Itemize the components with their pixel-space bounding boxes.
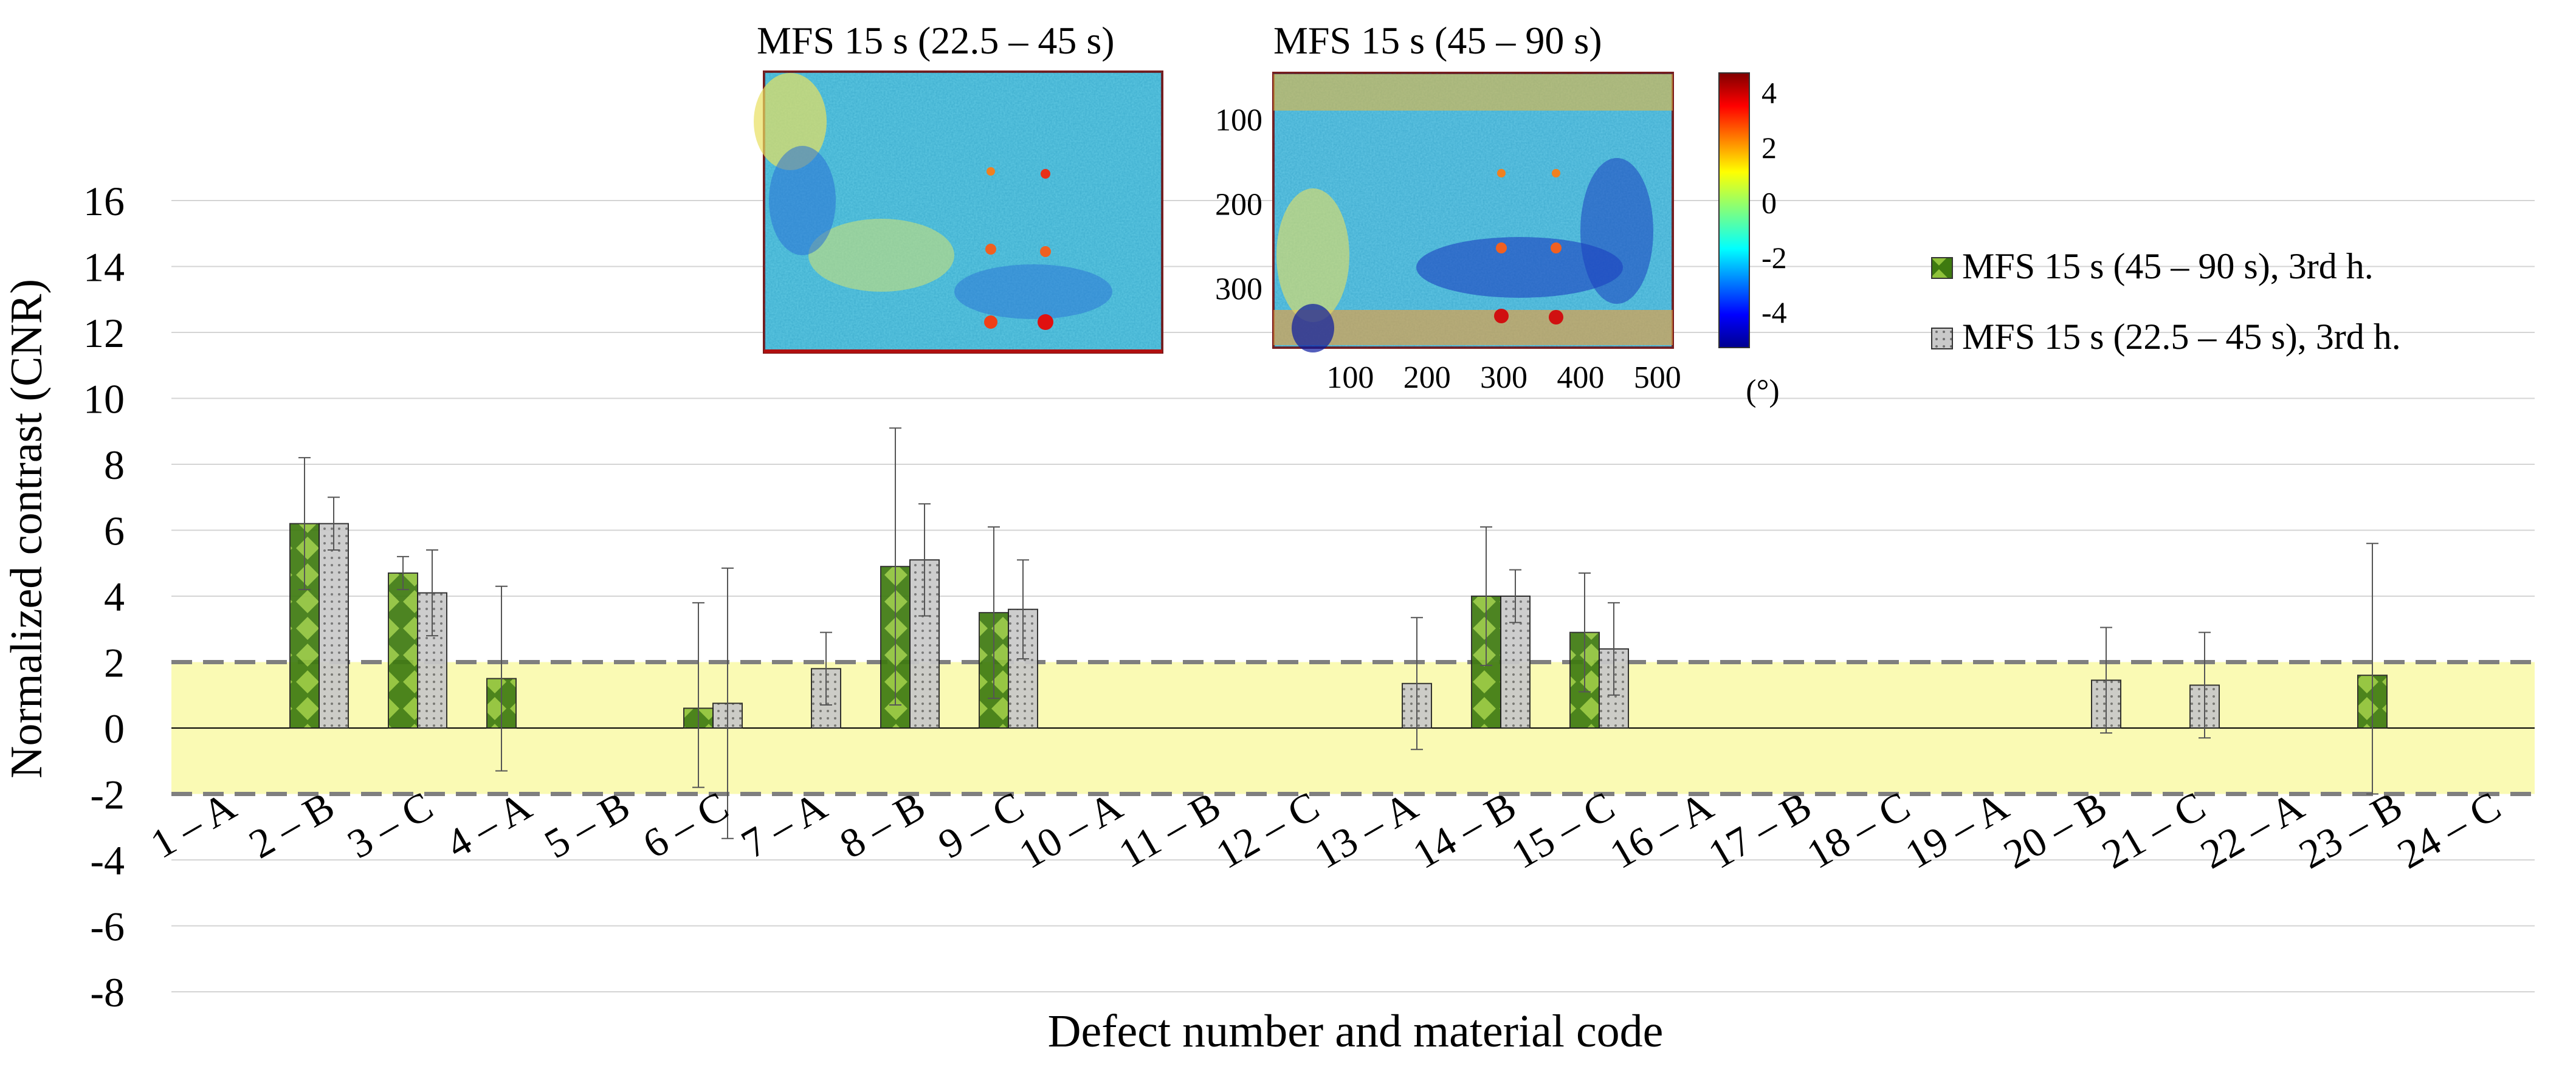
inset-y-tick-label: 100: [1215, 103, 1262, 137]
inset-y-tick-label: 200: [1215, 188, 1262, 222]
y-tick-label: 10: [83, 376, 125, 422]
inset-x-tick-label: 100: [1326, 360, 1374, 395]
colorbar-tick-label: 4: [1762, 76, 1777, 110]
defect-spot: [1496, 242, 1507, 253]
bar-series-1-3–C: [388, 572, 418, 729]
x-tick-label: 20 – B: [1996, 783, 2114, 878]
defect-spot: [1494, 309, 1509, 323]
inset-x-tick-label: 400: [1557, 360, 1604, 395]
defect-spot: [1552, 169, 1560, 177]
x-tick-label: 12 – C: [1208, 783, 1326, 878]
x-tick-label: 24 – C: [2389, 783, 2508, 878]
inset-image-2: MFS 15 s (45 – 90 s) 100 200 300 100 200 300 4…: [1215, 19, 1787, 408]
legend: MFS 15 s (45 – 90 s), 3rd h. MFS 15 s (2…: [1931, 246, 2401, 357]
y-tick-label: -6: [90, 904, 125, 950]
legend-swatch-series-2: [1931, 328, 1953, 349]
inset-warm-band: [1273, 310, 1673, 345]
x-tick-label: 10 – A: [1011, 783, 1129, 878]
colorbar: [1718, 72, 1750, 348]
inset-warm-band: [1273, 74, 1673, 111]
bar-series-2-2–B: [319, 523, 349, 729]
inset-cool-region: [1580, 158, 1653, 304]
y-tick-label: 12: [83, 310, 125, 356]
legend-swatch-series-1: [1931, 257, 1953, 279]
x-tick-label: 1 – A: [143, 783, 244, 867]
y-tick-label: 8: [104, 442, 125, 488]
defect-spot: [1041, 169, 1050, 179]
inset-title-1: MFS 15 s (22.5 – 45 s): [757, 19, 1115, 62]
y-tick-label: 14: [83, 244, 125, 290]
error-bars-layer: [298, 427, 2378, 839]
colorbar-ticks: 4 2 0 -2 -4: [1762, 76, 1787, 330]
colorbar-tick-label: -2: [1762, 241, 1787, 275]
inset-y-tick-label: 300: [1215, 272, 1262, 307]
x-tick-label: 16 – A: [1602, 783, 1720, 878]
inset-x-tick-label: 500: [1634, 360, 1681, 395]
x-tick-label: 15 – C: [1503, 783, 1622, 878]
inset-title-2: MFS 15 s (45 – 90 s): [1273, 19, 1602, 62]
y-tick-label: 2: [104, 640, 125, 686]
inset-x-tick-label: 300: [1480, 360, 1527, 395]
x-tick-label: 13 – A: [1306, 783, 1425, 878]
x-tick-label: 21 – C: [2094, 783, 2213, 878]
inset-warm-region: [1276, 188, 1349, 322]
inset-warm-region: [808, 219, 954, 292]
legend-label-series-1: MFS 15 s (45 – 90 s), 3rd h.: [1962, 246, 2374, 286]
defect-spot: [984, 315, 997, 329]
x-tick-label: 22 – A: [2192, 783, 2311, 878]
y-tick-label: -2: [90, 772, 125, 818]
x-tick-label: 11 – B: [1111, 783, 1228, 877]
colorbar-unit: (°): [1746, 374, 1779, 408]
y-tick-label: 6: [104, 508, 125, 554]
colorbar-tick-label: 0: [1762, 185, 1777, 219]
y-tick-label: -8: [90, 969, 125, 1015]
x-tick-label: 23 – B: [2291, 783, 2409, 878]
inset-cool-region: [1416, 237, 1623, 298]
y-axis-title: Normalized contrast (CNR): [2, 279, 52, 778]
colorbar-tick-label: -4: [1762, 295, 1787, 329]
y-tick-label: 0: [104, 706, 125, 752]
x-tick-label: 14 – B: [1405, 783, 1523, 878]
y-tick-label: 16: [83, 178, 125, 224]
x-tick-label: 17 – B: [1700, 783, 1819, 878]
x-tick-label: 19 – A: [1897, 783, 2016, 878]
y-tick-label: -4: [90, 837, 125, 884]
y-tick-label: 4: [104, 574, 125, 620]
x-tick-label: 18 – C: [1799, 783, 1917, 878]
inset-cool-region: [1292, 304, 1334, 352]
inset-cool-region: [769, 146, 836, 255]
bar-series-1-2–B: [289, 523, 320, 729]
inset-image-1: MFS 15 s (22.5 – 45 s): [754, 19, 1163, 354]
defect-spot: [985, 244, 996, 255]
inset-2-axis-ticks: 100 200 300 100 200 300 400 500: [1215, 103, 1681, 395]
defect-spot: [1497, 169, 1506, 177]
legend-label-series-2: MFS 15 s (22.5 – 45 s), 3rd h.: [1962, 317, 2401, 357]
inset-x-tick-label: 200: [1403, 360, 1451, 395]
inset-cool-region: [954, 264, 1112, 319]
colorbar-tick-label: 2: [1762, 131, 1777, 165]
defect-spot: [1549, 310, 1563, 325]
defect-spot: [987, 167, 995, 176]
defect-spot: [1040, 246, 1051, 257]
x-tick-label: 2 – B: [241, 783, 342, 867]
inset-warm-region: [754, 73, 827, 170]
x-axis-title: Defect number and material code: [1048, 1006, 1664, 1057]
defect-spot: [1038, 314, 1053, 330]
defect-spot: [1551, 242, 1562, 253]
